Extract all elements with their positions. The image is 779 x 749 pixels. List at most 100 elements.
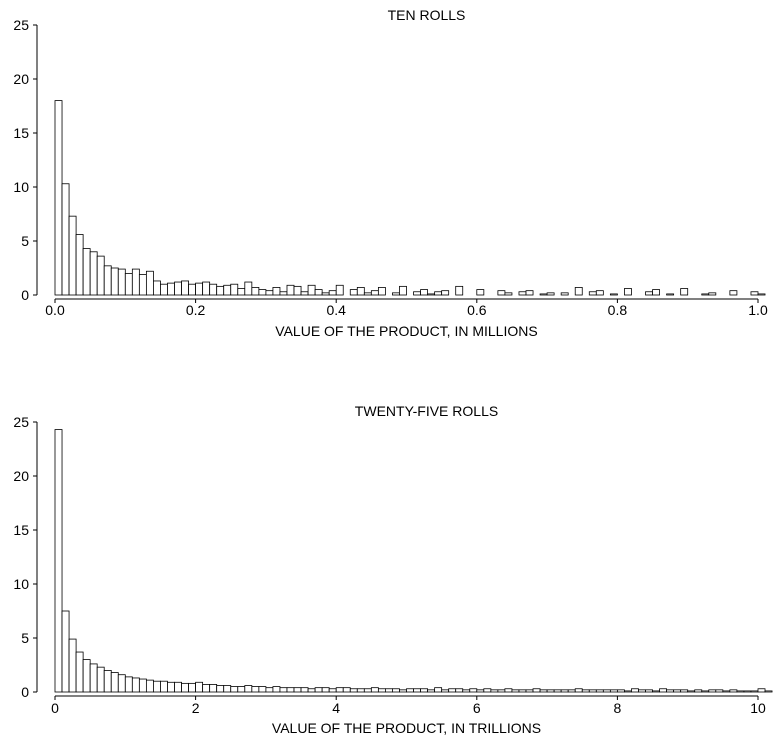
histogram-bar (230, 686, 239, 693)
histogram-bar (286, 284, 295, 296)
histogram-bar (251, 686, 260, 693)
x-tick-label: 0 (51, 700, 59, 716)
histogram-bar (434, 687, 443, 693)
histogram-bar (448, 688, 457, 693)
histogram-bar (602, 689, 611, 693)
histogram-bar (138, 274, 147, 296)
histogram-bar (335, 284, 344, 296)
x-tick-label: 6 (473, 700, 481, 716)
histogram-bar (525, 290, 534, 296)
histogram-bar (525, 689, 534, 693)
histogram-bar (110, 267, 119, 296)
histogram-bar (54, 429, 63, 693)
histogram-bar (188, 682, 197, 693)
histogram-bar (216, 685, 225, 693)
histogram-bar (174, 281, 182, 296)
histogram-bar (518, 291, 527, 296)
x-axis-label: VALUE OF THE PRODUCT, IN TRILLIONS (272, 720, 541, 736)
histogram-bar (328, 688, 337, 693)
histogram-bar (286, 687, 295, 693)
histogram-bar (96, 255, 105, 296)
histogram-bar (370, 290, 379, 296)
x-tick-label: 0.8 (608, 302, 628, 318)
histogram-bar (546, 689, 555, 693)
histogram-bar (729, 689, 738, 693)
x-axis-label: VALUE OF THE PRODUCT, IN MILLIONS (275, 323, 537, 339)
histogram-bar (399, 285, 407, 296)
histogram-bar (335, 687, 344, 693)
histogram-bar (202, 684, 211, 693)
histogram-bar (385, 688, 393, 693)
histogram-bar (539, 293, 548, 296)
ten-rolls-panel: TEN ROLLS 0 5 10 15 20 25 0.0 0.2 0.4 0.6 0.8 1.0 VAL… (13, 7, 768, 339)
histogram-bar (82, 248, 91, 296)
y-tick-label: 0 (21, 684, 29, 700)
histogram-bar (167, 282, 175, 296)
histogram-bar (757, 293, 766, 296)
histogram-bar (314, 687, 323, 693)
histogram-bar (560, 689, 569, 693)
histogram-bar (504, 688, 513, 693)
histogram-bar (631, 688, 639, 693)
histogram-bar (300, 291, 309, 296)
histogram-bar (701, 293, 710, 296)
histogram-bar (673, 689, 682, 693)
histogram-bar (223, 685, 232, 693)
histogram-bar (399, 689, 407, 693)
histogram-bar (103, 670, 112, 693)
x-tick-label: 8 (614, 700, 622, 716)
histogram-bar (363, 292, 372, 296)
histogram-bar (356, 287, 365, 296)
histogram-bar (307, 688, 316, 693)
histogram-bar (659, 688, 668, 693)
histogram-bar (638, 689, 646, 693)
histogram-bar (145, 270, 154, 296)
histogram-bar (377, 287, 386, 296)
histogram-bar (722, 690, 731, 693)
histogram-bar (293, 285, 302, 296)
histogram-bar (750, 690, 759, 693)
histogram-bar (153, 680, 161, 693)
histogram-bar (645, 689, 653, 693)
histogram-bar (652, 690, 660, 693)
histogram-bar (195, 282, 204, 296)
histogram-bar (117, 268, 126, 296)
histogram-bar (244, 685, 253, 693)
histogram-bar (349, 289, 358, 296)
histogram-bar (293, 687, 302, 693)
histogram-bar (743, 690, 752, 693)
histogram-bar (209, 283, 218, 296)
histogram-bar (427, 293, 436, 296)
histogram-bar (546, 292, 555, 296)
y-tick-label: 0 (21, 287, 29, 303)
x-tick-label: 0.0 (45, 302, 65, 318)
histogram-bar (455, 688, 464, 693)
histogram-bar (370, 687, 379, 693)
histogram-bar (265, 687, 274, 693)
histogram-bar (321, 687, 330, 693)
histogram-bar (131, 677, 140, 693)
histogram-bar (392, 292, 400, 296)
histogram-bar (392, 688, 400, 693)
histogram-bar (701, 690, 710, 693)
histogram-bar (279, 687, 288, 693)
histogram-bar (504, 292, 513, 296)
histogram-bar (441, 689, 450, 693)
histogram-bar (609, 689, 618, 693)
histogram-bar (195, 681, 204, 693)
histogram-bar (645, 291, 653, 296)
histogram-bar (736, 690, 745, 693)
histogram-bar (117, 674, 126, 693)
histogram-bar (237, 686, 246, 693)
histogram-bar (160, 680, 168, 693)
histogram-bar (680, 689, 689, 693)
histogram-bar (413, 291, 421, 296)
histogram-bar (652, 289, 660, 296)
histogram-bar (82, 659, 91, 693)
histogram-bar (455, 285, 464, 296)
histogram-bar (188, 283, 197, 296)
histogram-bar (666, 293, 675, 296)
histogram-bar (595, 290, 604, 296)
